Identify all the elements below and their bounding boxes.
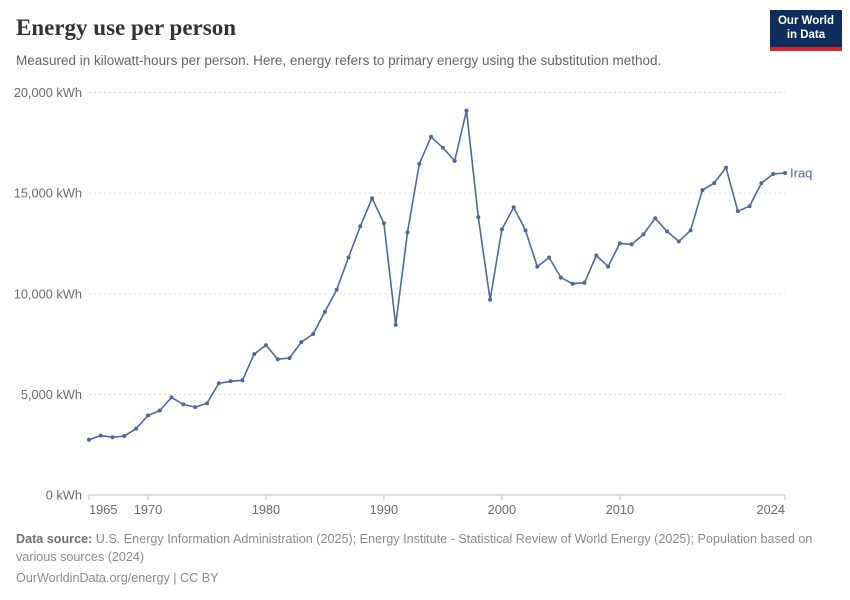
series-end-label[interactable]: Iraq [790,166,812,181]
data-point[interactable] [535,264,540,269]
data-point[interactable] [228,379,233,384]
data-point[interactable] [346,255,351,260]
data-point[interactable] [511,205,516,210]
y-tick-label: 20,000 kWh [14,85,82,100]
data-point[interactable] [641,232,646,237]
x-tick-label: 1965 [89,502,117,517]
data-point[interactable] [735,209,740,214]
data-point[interactable] [759,181,764,186]
data-point[interactable] [146,413,150,418]
data-point[interactable] [771,172,776,176]
data-point[interactable] [417,161,422,166]
data-source-line: Data source: U.S. Energy Information Adm… [16,531,834,566]
data-point[interactable] [499,227,504,232]
data-point[interactable] [582,280,587,285]
x-tick-label: 1990 [370,502,398,517]
data-point[interactable] [110,435,115,440]
owid-logo-line1: Our World [777,15,834,27]
data-point[interactable] [311,332,316,336]
data-point[interactable] [287,356,292,361]
data-point[interactable] [558,275,563,280]
data-point[interactable] [747,204,752,209]
data-point[interactable] [440,145,445,150]
data-point[interactable] [87,437,91,442]
data-point[interactable] [122,434,127,438]
data-point[interactable] [405,230,410,235]
data-point[interactable] [134,426,139,431]
y-tick-label: 5,000 kWh [21,387,82,402]
data-point[interactable] [322,309,327,314]
data-point[interactable] [240,378,245,383]
data-point[interactable] [653,216,658,221]
data-point[interactable] [523,228,528,233]
data-point[interactable] [606,264,611,269]
data-point[interactable] [429,134,434,139]
y-tick-label: 10,000 kWh [14,286,82,301]
page-title: Energy use per person [16,15,236,40]
chart-line[interactable] [88,109,786,441]
owid-logo-line2: in Data [786,28,826,41]
data-point[interactable] [216,381,221,386]
x-tick-label: 2010 [606,502,634,517]
data-point[interactable] [98,433,103,438]
y-tick-label: 0 kWh [46,488,82,503]
chart-footer: Data source: U.S. Energy Information Adm… [16,531,834,588]
data-point[interactable] [547,255,552,260]
x-tick-label: 1970 [134,502,162,517]
data-point[interactable] [169,395,174,400]
owid-logo[interactable]: Our World in Data [769,10,842,51]
data-point[interactable] [488,297,493,302]
data-point[interactable] [358,224,363,229]
data-source-label: Data source: [16,532,93,546]
data-point[interactable] [452,158,457,163]
data-point[interactable] [181,402,186,407]
x-tick-label: 2024 [757,502,785,517]
attribution-line[interactable]: OurWorldinData.org/energy | CC BY [16,571,219,586]
data-point[interactable] [157,408,162,413]
data-source-text: U.S. Energy Information Administration (… [16,532,813,564]
data-point[interactable] [688,228,693,233]
data-point[interactable] [381,221,386,226]
y-tick-label: 15,000 kWh [14,186,82,201]
chart-subtitle: Measured in kilowatt-hours per person. H… [16,53,662,68]
data-point[interactable] [370,196,375,201]
x-tick-label: 2000 [488,502,516,517]
data-point[interactable] [700,188,705,193]
data-point[interactable] [617,241,622,246]
data-point[interactable] [334,287,339,292]
x-tick-label: 1980 [252,502,280,517]
data-point[interactable] [712,181,717,186]
data-point[interactable] [275,357,280,362]
data-point[interactable] [193,405,198,410]
data-point[interactable] [205,401,209,406]
data-point[interactable] [783,171,787,175]
data-point[interactable] [570,281,575,286]
data-point[interactable] [263,343,268,348]
data-point[interactable] [676,239,681,244]
data-point[interactable] [724,165,728,170]
data-point[interactable] [629,242,634,247]
data-point[interactable] [476,215,481,220]
data-point[interactable] [594,253,599,258]
data-point[interactable] [393,322,398,327]
data-point[interactable] [299,340,304,345]
data-point[interactable] [252,352,257,357]
data-point[interactable] [665,229,669,234]
data-point[interactable] [464,108,469,113]
